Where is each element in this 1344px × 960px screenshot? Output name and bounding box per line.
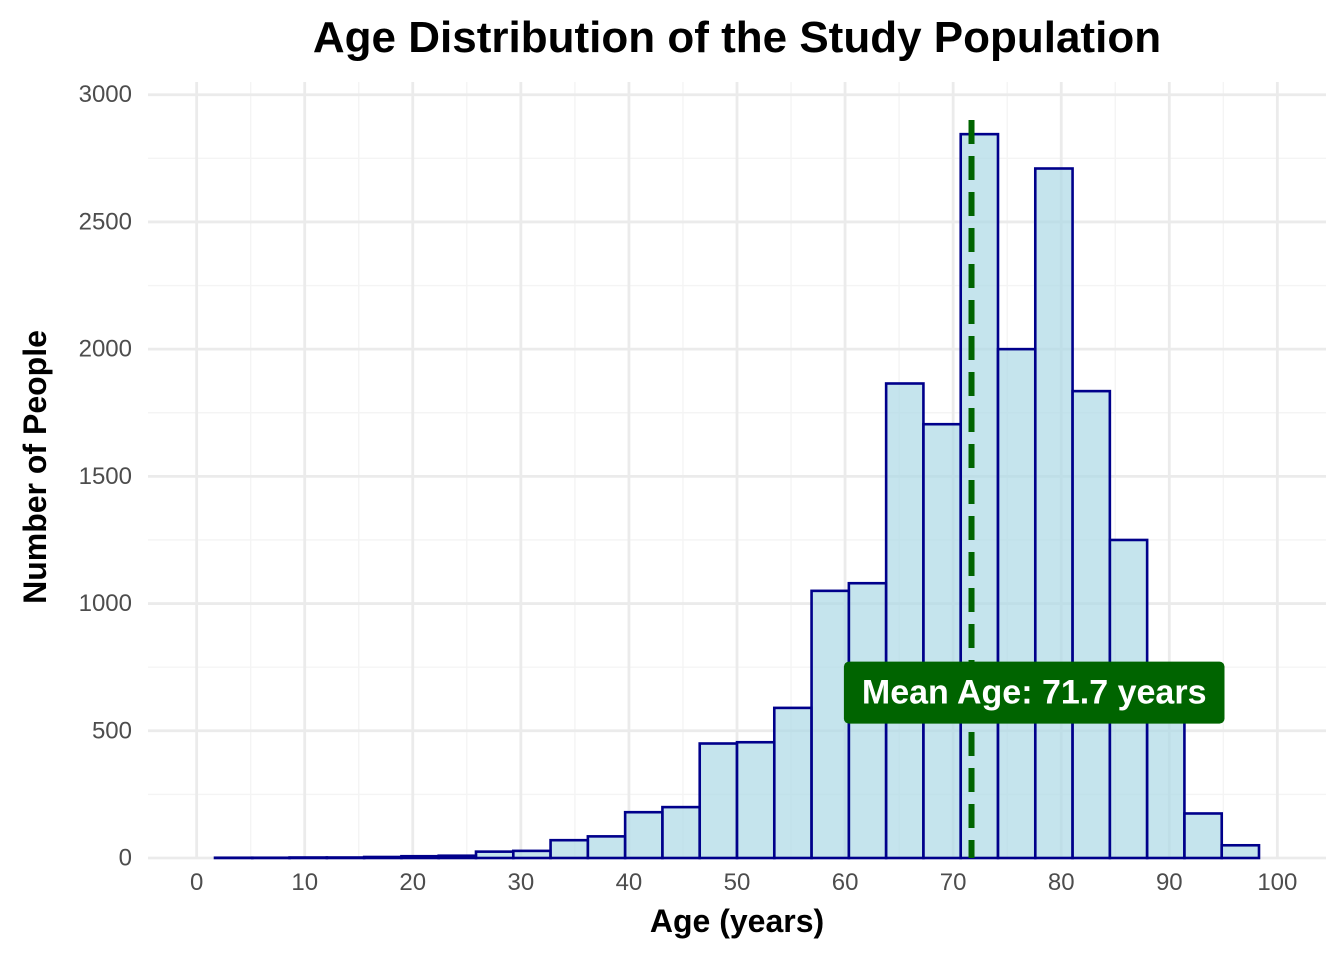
- x-tick-label: 60: [832, 869, 859, 896]
- histogram-bar: [922, 422, 963, 860]
- histogram-bar: [400, 854, 441, 860]
- y-tick-label: 500: [92, 717, 132, 744]
- y-axis-ticks: 0 500 1000 1500 2000 2500 3000: [79, 81, 132, 871]
- histogram-bar: [474, 850, 515, 860]
- x-tick-label: 70: [940, 869, 967, 896]
- histogram-bar: [1183, 812, 1224, 860]
- histogram-bar: [661, 805, 702, 860]
- histogram-bar: [437, 854, 478, 860]
- y-tick-label: 2500: [79, 208, 132, 235]
- histogram-bar: [511, 849, 552, 860]
- histogram-bar: [586, 835, 627, 860]
- x-tick-label: 90: [1156, 869, 1183, 896]
- y-axis-title: Number of People: [17, 330, 53, 604]
- histogram-bar: [362, 855, 403, 860]
- chart-title: Age Distribution of the Study Population: [313, 13, 1161, 62]
- histogram-bar: [698, 742, 739, 860]
- histogram-bar: [549, 838, 590, 860]
- histogram-bar: [959, 132, 1000, 860]
- annotation-box: [843, 661, 1225, 724]
- y-tick-label: 1000: [79, 590, 132, 617]
- x-tick-label: 0: [190, 869, 203, 896]
- histogram-bar: [810, 589, 851, 860]
- x-tick-label: 80: [1048, 869, 1075, 896]
- x-tick-label: 100: [1257, 869, 1297, 896]
- x-axis-ticks: 0 10 20 30 40 50 60 70 80 90 100: [190, 869, 1297, 896]
- y-tick-label: 0: [119, 845, 132, 872]
- histogram-bar: [623, 810, 664, 860]
- histogram-bar: [884, 382, 925, 860]
- y-tick-label: 2000: [79, 336, 132, 363]
- x-tick-label: 10: [291, 869, 318, 896]
- histogram-bar: [1220, 843, 1261, 860]
- x-tick-label: 30: [508, 869, 535, 896]
- annotation-label: Mean Age: 71.7 years: [862, 674, 1207, 712]
- histogram-bar: [1071, 389, 1112, 860]
- histogram-bar: [996, 347, 1037, 860]
- histogram-bar: [325, 856, 366, 860]
- histogram-bar: [1033, 167, 1074, 860]
- x-tick-label: 50: [724, 869, 751, 896]
- x-tick-label: 20: [399, 869, 426, 896]
- y-tick-label: 1500: [79, 463, 132, 490]
- histogram-bar: [288, 856, 329, 860]
- mean-annotation: Mean Age: 71.7 years: [843, 661, 1225, 724]
- x-axis-title: Age (years): [650, 903, 824, 939]
- histogram-bar: [772, 706, 813, 860]
- histogram-bar: [735, 740, 776, 860]
- x-tick-label: 40: [616, 869, 643, 896]
- y-tick-label: 3000: [79, 81, 132, 108]
